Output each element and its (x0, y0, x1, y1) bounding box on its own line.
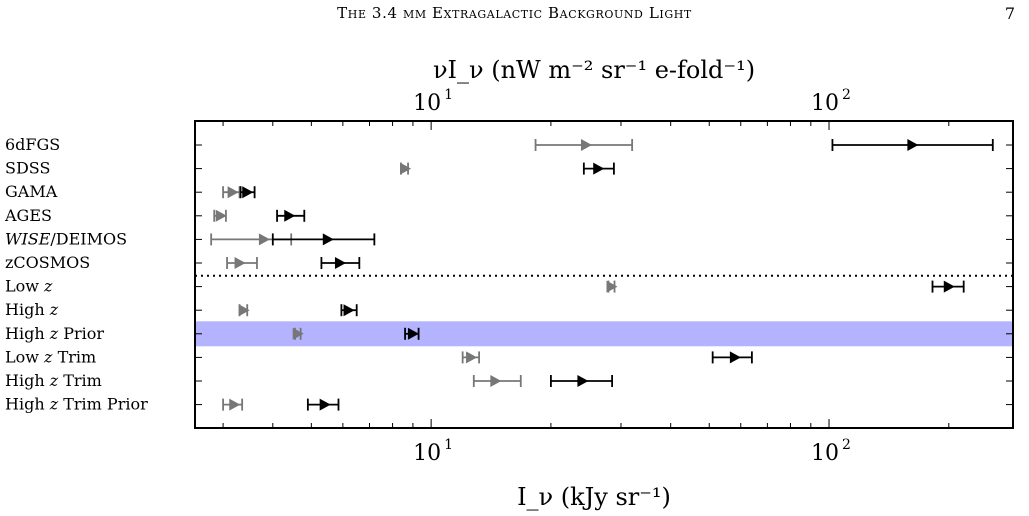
x-tick-label-top: 10 (413, 91, 441, 116)
x-tick-label-bottom: 10 (413, 441, 441, 466)
data-point (320, 257, 361, 269)
point-marker (292, 327, 304, 340)
row-label: WISE/DEIMOS (5, 229, 127, 248)
data-point (222, 186, 241, 199)
row-label: Low z (5, 277, 53, 296)
point-marker (577, 375, 589, 387)
data-point (239, 186, 256, 199)
page-number: 7 (1004, 4, 1015, 23)
point-marker (943, 280, 955, 293)
data-point (550, 375, 614, 387)
data-point (606, 280, 618, 293)
row-label: 6dFGS (5, 135, 60, 154)
x-tick-label-bottom-exponent: 2 (842, 437, 851, 453)
point-marker (729, 351, 741, 364)
point-marker (580, 139, 592, 151)
point-marker (258, 233, 270, 246)
row-label: High z Prior (5, 324, 104, 343)
point-marker (490, 375, 502, 387)
x-tick-label-top-exponent: 2 (842, 87, 851, 103)
data-point (931, 280, 965, 293)
x-axis-label-bottom: I_ν (kJy sr⁻¹) (517, 483, 671, 511)
data-point (213, 209, 227, 222)
point-marker (238, 304, 250, 317)
row-label: zCOSMOS (5, 253, 90, 272)
point-marker (907, 139, 919, 151)
row-label: High z (5, 300, 59, 319)
point-marker (229, 398, 241, 411)
data-point (831, 139, 994, 151)
point-marker (343, 304, 355, 317)
running-head-title: The 3.4 μm Extragalactic Background Ligh… (337, 4, 692, 22)
point-marker (466, 351, 478, 364)
data-point (271, 233, 376, 246)
row-label: High z Trim (5, 371, 102, 390)
point-marker (322, 233, 334, 246)
point-marker (227, 186, 239, 199)
data-point (340, 304, 358, 317)
highlight-band (195, 321, 1013, 347)
point-marker (400, 162, 412, 175)
plot-frame (194, 120, 1014, 429)
data-point (222, 398, 244, 411)
point-marker (606, 280, 618, 293)
data-point (711, 351, 753, 364)
data-point (292, 327, 304, 340)
row-label: AGES (4, 206, 52, 225)
x-tick-label-top: 10 (811, 91, 839, 116)
point-marker (319, 398, 331, 411)
point-marker (334, 257, 346, 269)
row-label: SDSS (5, 159, 50, 178)
data-point (276, 209, 306, 222)
row-label: Low z Trim (5, 347, 96, 366)
point-marker (242, 186, 254, 199)
data-point (226, 257, 258, 269)
point-marker (234, 257, 246, 269)
row-label: High z Trim Prior (5, 395, 148, 414)
x-tick-label-bottom-exponent: 1 (444, 437, 453, 453)
x-axis-label-top: νI_ν (nW m⁻² sr⁻¹ e-fold⁻¹) (433, 56, 755, 84)
data-point (534, 139, 634, 151)
data-point (472, 375, 522, 387)
data-point (400, 162, 412, 175)
running-head: The 3.4 μm Extragalactic Background Ligh… (0, 4, 1029, 26)
point-marker (407, 327, 419, 340)
x-tick-label-top-exponent: 1 (444, 87, 453, 103)
row-label: GAMA (5, 182, 58, 201)
point-marker (593, 162, 605, 175)
point-marker (215, 209, 227, 222)
data-point (306, 398, 340, 411)
data-point (238, 304, 250, 317)
x-tick-label-bottom: 10 (811, 441, 839, 466)
data-point (461, 351, 481, 364)
point-marker (284, 209, 296, 222)
data-point (404, 327, 420, 340)
data-point (582, 162, 615, 175)
